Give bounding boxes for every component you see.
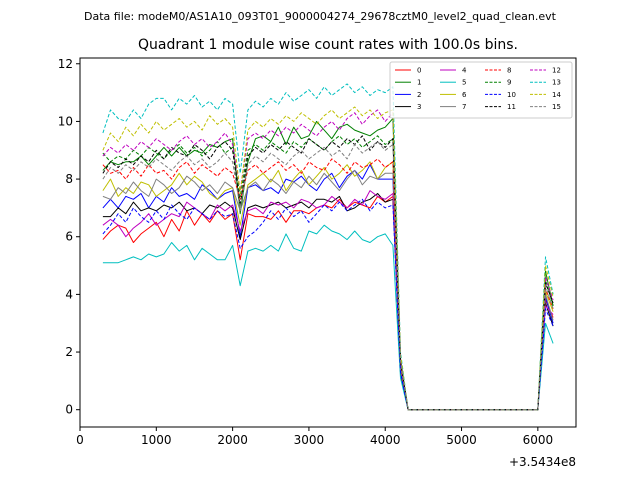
series-line-9 — [102, 135, 554, 411]
series-line-15 — [102, 141, 554, 411]
series-line-6 — [102, 161, 554, 411]
legend-label-1: 1 — [417, 79, 421, 87]
figure-suptitle: Data file: modeM0/AS1A10_093T01_90000042… — [84, 10, 557, 23]
x-tick-label: 6000 — [523, 433, 554, 447]
legend-label-5: 5 — [462, 79, 466, 87]
y-tick-label: 10 — [58, 114, 73, 128]
x-tick-label: 3000 — [294, 433, 325, 447]
x-tick-label: 1000 — [141, 433, 172, 447]
legend-label-4: 4 — [462, 67, 467, 75]
legend-label-15: 15 — [552, 103, 561, 111]
y-axis: 0 2 4 6 8 10 12 — [58, 57, 80, 417]
series-line-1 — [102, 118, 554, 411]
x-tick-label: 5000 — [446, 433, 477, 447]
chart-title: Quadrant 1 module wise count rates with … — [138, 37, 518, 53]
y-tick-label: 12 — [58, 57, 73, 71]
legend-label-7: 7 — [462, 103, 466, 111]
x-tick-label: 2000 — [217, 433, 248, 447]
legend-label-8: 8 — [507, 67, 511, 75]
legend-label-12: 12 — [552, 67, 561, 75]
series-line-5 — [102, 224, 554, 411]
legend-label-13: 13 — [552, 79, 561, 87]
legend-box — [389, 61, 573, 119]
y-tick-label: 6 — [65, 230, 73, 244]
y-tick-label: 8 — [65, 172, 73, 186]
x-axis: 0 1000 2000 3000 4000 5000 6000 — [76, 427, 553, 447]
series-line-10 — [102, 198, 554, 411]
legend-label-9: 9 — [507, 79, 511, 87]
series-line-13 — [102, 83, 554, 411]
y-tick-label: 4 — [65, 287, 73, 301]
legend-label-3: 3 — [417, 103, 421, 111]
x-tick-label: 0 — [76, 433, 84, 447]
series-line-11 — [102, 135, 554, 411]
x-tick-label: 4000 — [370, 433, 401, 447]
series-line-3 — [102, 193, 554, 411]
series-line-14 — [102, 106, 554, 411]
legend-label-14: 14 — [552, 91, 561, 99]
legend-label-6: 6 — [462, 91, 467, 99]
series-line-4 — [102, 190, 554, 411]
y-tick-label: 0 — [65, 403, 73, 417]
legend-label-11: 11 — [507, 103, 516, 111]
series-line-8 — [102, 158, 554, 411]
plot-area — [79, 57, 577, 428]
legend-label-2: 2 — [417, 91, 421, 99]
legend-label-0: 0 — [417, 67, 421, 75]
plot-series — [102, 83, 554, 411]
y-tick-label: 2 — [65, 345, 73, 359]
legend-label-10: 10 — [507, 91, 516, 99]
x-offset-label: +3.5434e8 — [509, 455, 576, 469]
